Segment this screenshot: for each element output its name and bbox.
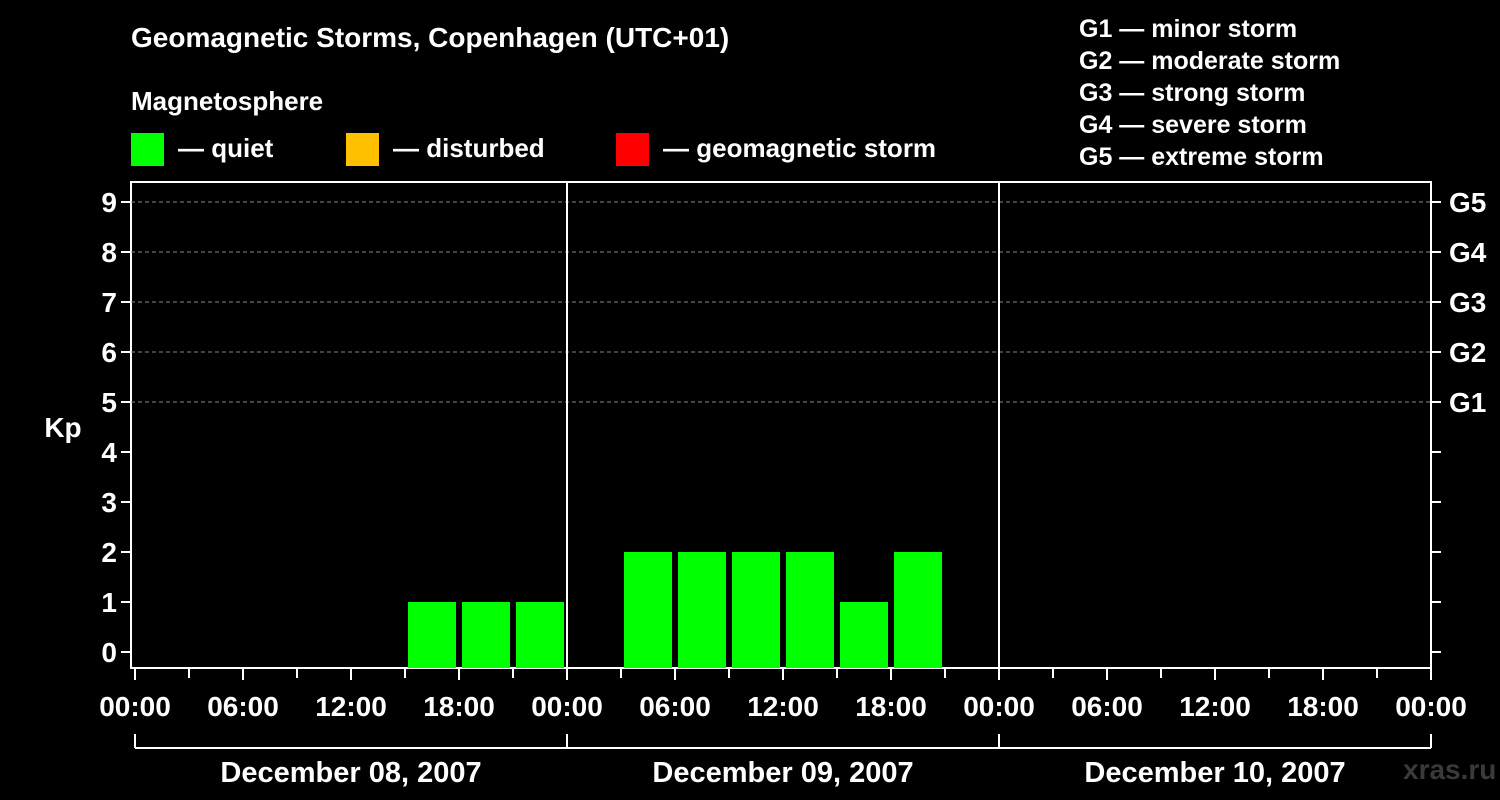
chart-title: Geomagnetic Storms, Copenhagen (UTC+01)	[131, 22, 730, 53]
y-tick-label-6: 6	[101, 337, 117, 368]
kp-bar-3	[516, 602, 564, 668]
legend-quiet-swatch	[131, 133, 164, 166]
x-tick-label-6: 12:00	[747, 691, 819, 722]
legend-quiet-label: — quiet	[178, 133, 274, 163]
scale-g2: G2 — moderate storm	[1079, 47, 1341, 75]
y-tick-label-2: 2	[101, 537, 117, 568]
y-tick-label-0: 0	[101, 637, 117, 668]
legend-disturbed-swatch	[346, 133, 379, 166]
right-label-G5: G5	[1449, 187, 1486, 218]
x-tick-label-4: 00:00	[531, 691, 603, 722]
kp-bar-1	[408, 602, 456, 668]
legend-storm-label: — geomagnetic storm	[663, 133, 937, 163]
y-tick-label-5: 5	[101, 387, 117, 418]
legend-heading: Magnetosphere	[131, 86, 324, 116]
day-label-3: December 10, 2007	[1084, 757, 1345, 789]
x-tick-label-9: 06:00	[1071, 691, 1143, 722]
kp-bar-7	[786, 552, 834, 668]
x-tick-label-3: 18:00	[423, 691, 495, 722]
right-label-G3: G3	[1449, 287, 1486, 318]
y-tick-label-4: 4	[101, 437, 117, 468]
x-tick-label-11: 18:00	[1287, 691, 1359, 722]
y-tick-label-7: 7	[101, 287, 117, 318]
x-tick-label-1: 06:00	[207, 691, 279, 722]
x-tick-label-5: 06:00	[639, 691, 711, 722]
right-label-G4: G4	[1449, 237, 1487, 268]
scale-g3: G3 — strong storm	[1079, 79, 1306, 107]
x-tick-label-12: 00:00	[1395, 691, 1467, 722]
x-tick-label-10: 12:00	[1179, 691, 1251, 722]
y-tick-label-3: 3	[101, 487, 117, 518]
right-label-G2: G2	[1449, 337, 1486, 368]
x-tick-label-8: 00:00	[963, 691, 1035, 722]
scale-g4: G4 — severe storm	[1079, 111, 1307, 139]
kp-bar-6	[732, 552, 780, 668]
storm-scale-list: G1 — minor storm G2 — moderate storm G3 …	[1079, 14, 1340, 174]
kp-bar-4	[624, 552, 672, 668]
scale-g5: G5 — extreme storm	[1079, 143, 1324, 171]
kp-bar-8	[840, 602, 888, 668]
plot-frame	[130, 181, 1432, 669]
y-tick-label-1: 1	[101, 587, 117, 618]
kp-bar-2	[462, 602, 510, 668]
day-label-1: December 08, 2007	[220, 757, 481, 789]
legend-disturbed-label: — disturbed	[393, 133, 545, 163]
day-label-2: December 09, 2007	[652, 757, 913, 789]
y-tick-label-9: 9	[101, 187, 117, 218]
y-axis-title: Kp	[44, 412, 81, 443]
kp-bar-5	[678, 552, 726, 668]
right-label-G1: G1	[1449, 387, 1486, 418]
x-tick-label-2: 12:00	[315, 691, 387, 722]
kp-bar-9	[894, 552, 942, 668]
x-tick-label-0: 00:00	[99, 691, 171, 722]
watermark: xras.ru	[1403, 754, 1497, 785]
scale-g1: G1 — minor storm	[1079, 15, 1298, 43]
x-tick-label-7: 18:00	[855, 691, 927, 722]
legend-storm-swatch	[616, 133, 649, 166]
y-tick-label-8: 8	[101, 237, 117, 268]
